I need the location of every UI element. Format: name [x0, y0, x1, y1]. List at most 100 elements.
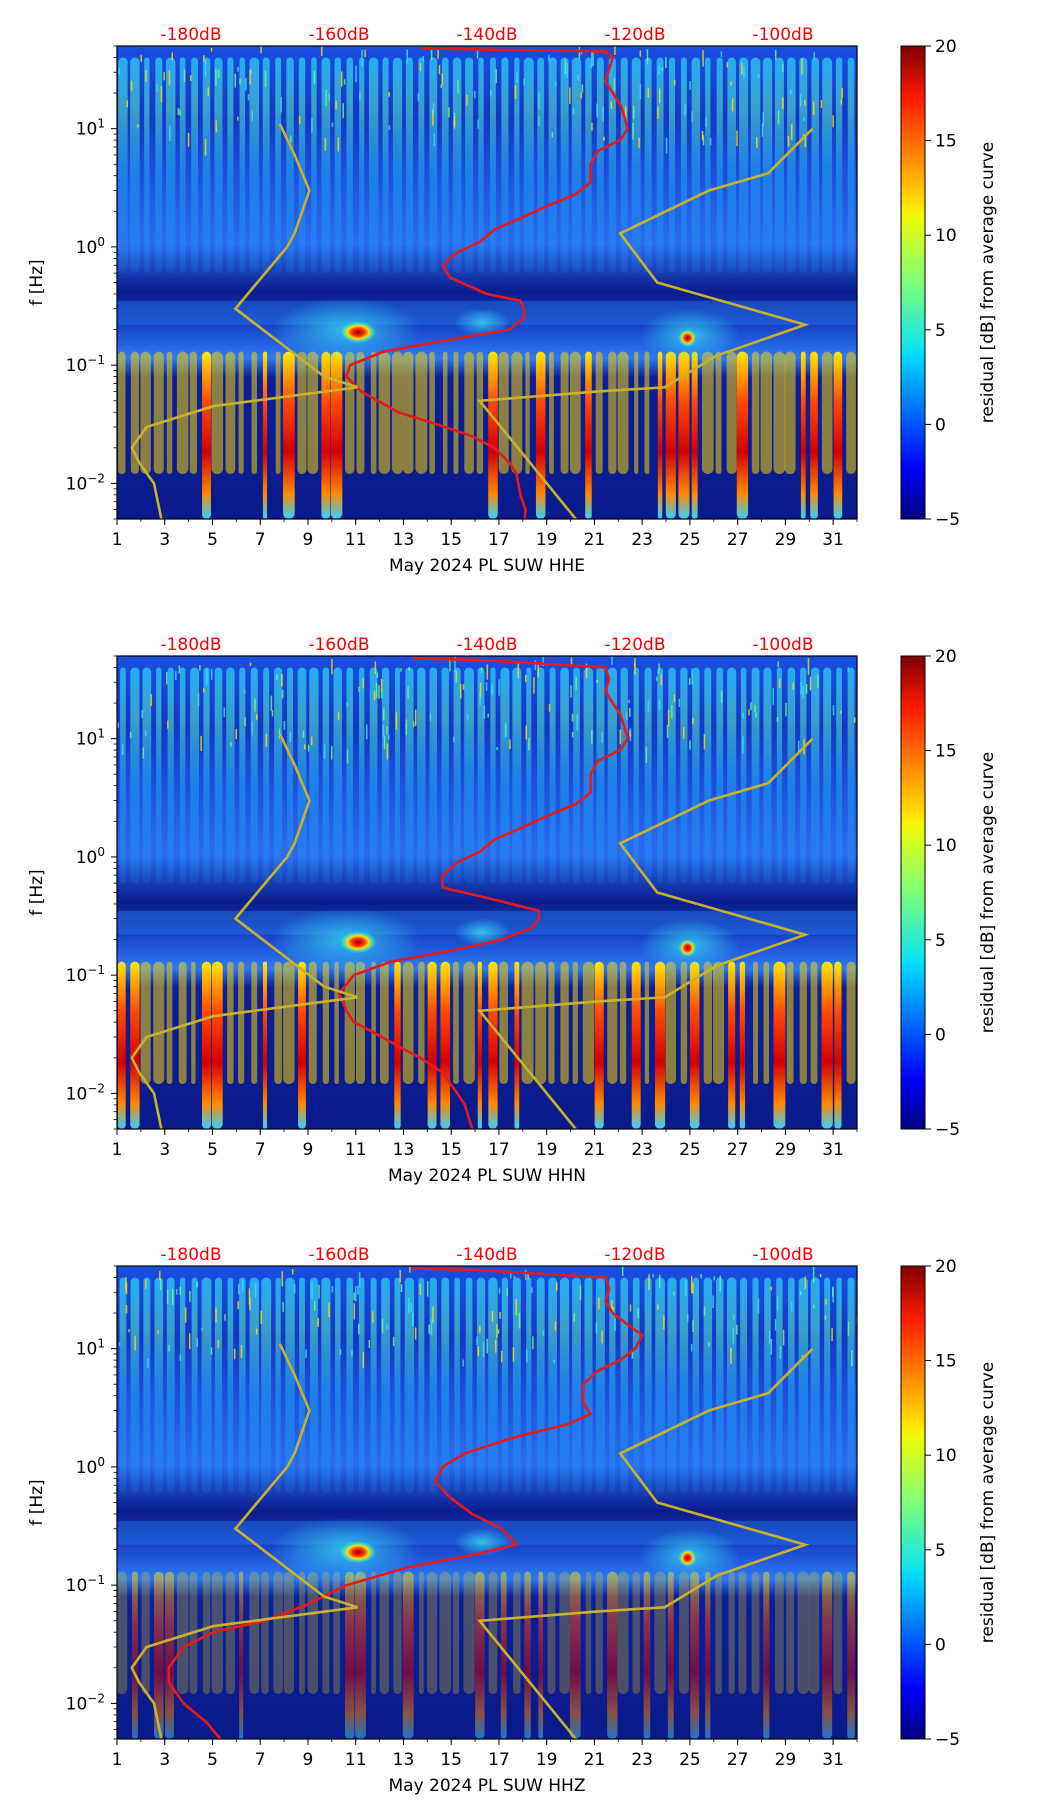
- noise-speckle: [648, 1274, 650, 1290]
- noise-speckle: [256, 714, 258, 720]
- noise-speckle: [137, 124, 139, 128]
- hf-stripe: [703, 1277, 713, 1494]
- noise-speckle: [647, 700, 650, 713]
- noise-speckle: [335, 100, 337, 110]
- hf-stripe: [776, 1277, 783, 1494]
- noise-speckle: [515, 1298, 517, 1316]
- hf-stripe: [823, 667, 832, 884]
- noise-speckle: [479, 1325, 481, 1333]
- noise-speckle: [380, 678, 383, 692]
- noise-speckle: [237, 1301, 239, 1310]
- lf-stripe: [833, 351, 843, 519]
- noise-speckle: [462, 1359, 464, 1367]
- lf-stripe: [525, 351, 530, 475]
- hf-stripe: [692, 1277, 699, 1494]
- hf-stripe: [477, 667, 485, 884]
- noise-speckle: [235, 728, 238, 740]
- hf-stripe: [452, 57, 462, 274]
- noise-speckle: [125, 1277, 127, 1292]
- hf-stripe: [584, 1277, 593, 1494]
- hf-stripe: [548, 1277, 558, 1494]
- lf-stripe: [130, 961, 140, 1129]
- noise-speckle: [328, 1302, 330, 1317]
- noise-speckle: [628, 699, 630, 704]
- noise-speckle: [625, 712, 628, 721]
- noise-speckle: [847, 1321, 850, 1336]
- noise-speckle: [524, 1269, 527, 1281]
- lf-stripe: [463, 1571, 475, 1695]
- noise-speckle: [688, 677, 691, 685]
- noise-speckle: [513, 1275, 516, 1280]
- noise-speckle: [376, 672, 379, 678]
- noise-speckle: [178, 665, 181, 674]
- lf-stripe: [178, 961, 187, 1085]
- noise-speckle: [419, 62, 422, 72]
- nhnm-model-line: [477, 1347, 814, 1739]
- lf-stripe: [679, 1571, 689, 1695]
- hf-stripe: [191, 1277, 198, 1494]
- noise-speckle: [265, 733, 268, 747]
- lf-stripe: [371, 1571, 377, 1695]
- hf-stripe: [404, 1277, 415, 1494]
- noise-speckle: [449, 657, 451, 672]
- noise-speckle: [614, 1318, 616, 1331]
- noise-speckle: [459, 683, 462, 699]
- noise-speckle: [426, 1281, 429, 1297]
- noise-speckle: [804, 99, 806, 106]
- noise-speckle: [678, 698, 681, 707]
- lf-stripe: [475, 1571, 485, 1739]
- lf-stripe: [251, 961, 258, 1085]
- noise-speckle: [787, 136, 790, 147]
- noise-speckle: [304, 744, 306, 750]
- noise-speckle: [201, 1327, 203, 1331]
- noise-speckle: [573, 1313, 575, 1322]
- noise-speckle: [368, 1339, 371, 1348]
- x-tick-label: 1: [112, 1750, 123, 1770]
- hf-stripe: [239, 667, 246, 884]
- noise-speckle: [355, 65, 357, 83]
- noise-speckle: [200, 735, 202, 752]
- noise-speckle: [187, 132, 190, 147]
- lf-stripe: [607, 1571, 618, 1739]
- noise-speckle: [166, 672, 168, 685]
- hf-stripe: [262, 57, 270, 274]
- lf-stripe: [225, 1571, 235, 1695]
- lf-stripe: [786, 961, 794, 1085]
- noise-speckle: [801, 1354, 804, 1359]
- noise-speckle: [188, 1333, 191, 1350]
- lf-stripe: [594, 961, 604, 1129]
- hf-stripe: [811, 667, 820, 884]
- lf-stripe: [165, 1571, 174, 1739]
- noise-speckle: [179, 1354, 182, 1361]
- lf-stripe: [773, 961, 786, 1129]
- noise-speckle: [658, 88, 661, 104]
- x-tick-label: 31: [822, 1140, 844, 1160]
- x-tick-label: 1: [112, 530, 123, 550]
- lf-stripe: [238, 351, 244, 475]
- lf-stripe: [499, 961, 508, 1085]
- hf-stripe: [165, 57, 176, 274]
- noise-speckle: [619, 729, 622, 744]
- x-tick-label: 1: [112, 1140, 123, 1160]
- spectrogram: [117, 1266, 857, 1739]
- top-db-label: -180dB: [160, 25, 221, 45]
- noise-speckle: [337, 137, 340, 152]
- hf-stripe: [716, 667, 724, 884]
- lf-stripe: [488, 1571, 498, 1695]
- lf-stripe: [821, 961, 833, 1129]
- x-tick-label: 7: [255, 1140, 266, 1160]
- noise-speckle: [276, 674, 278, 680]
- noise-speckle: [381, 1319, 384, 1334]
- noise-speckle: [840, 98, 843, 105]
- noise-speckle: [817, 674, 819, 688]
- x-tick-label: 15: [440, 1140, 462, 1160]
- hf-stripe: [512, 667, 522, 884]
- hf-stripe: [836, 667, 842, 884]
- noise-speckle: [554, 1321, 557, 1331]
- hf-stripe: [655, 1277, 665, 1494]
- noise-speckle: [802, 685, 804, 699]
- x-tick-label: 29: [775, 1140, 797, 1160]
- noise-speckle: [298, 116, 301, 125]
- hf-stripe: [321, 57, 331, 274]
- x-tick-label: 31: [822, 1750, 844, 1770]
